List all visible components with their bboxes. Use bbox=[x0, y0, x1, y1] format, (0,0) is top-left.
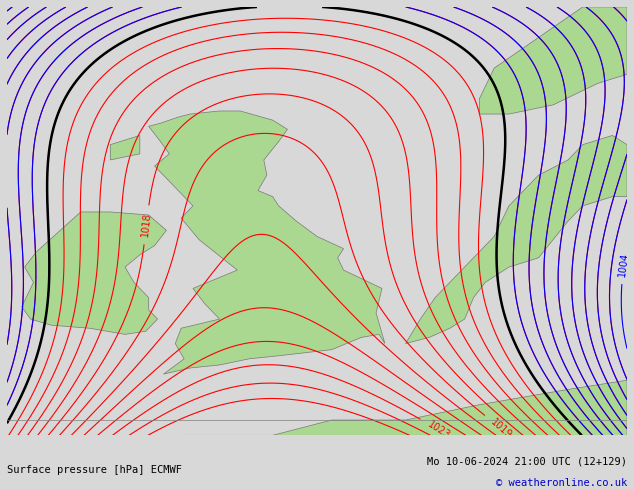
Text: 1018: 1018 bbox=[140, 212, 153, 238]
Polygon shape bbox=[479, 7, 627, 114]
Polygon shape bbox=[406, 135, 627, 343]
Text: © weatheronline.co.uk: © weatheronline.co.uk bbox=[496, 478, 627, 488]
Polygon shape bbox=[149, 111, 385, 374]
Text: 1019: 1019 bbox=[489, 416, 514, 441]
Text: Surface pressure [hPa] ECMWF: Surface pressure [hPa] ECMWF bbox=[7, 466, 182, 475]
Text: 1004: 1004 bbox=[618, 252, 631, 277]
Text: 1023: 1023 bbox=[426, 419, 452, 441]
Polygon shape bbox=[110, 135, 140, 160]
Text: Mo 10-06-2024 21:00 UTC (12+129): Mo 10-06-2024 21:00 UTC (12+129) bbox=[427, 457, 627, 467]
Bar bbox=[7, 408, 627, 435]
Polygon shape bbox=[184, 380, 627, 435]
Polygon shape bbox=[22, 212, 166, 334]
